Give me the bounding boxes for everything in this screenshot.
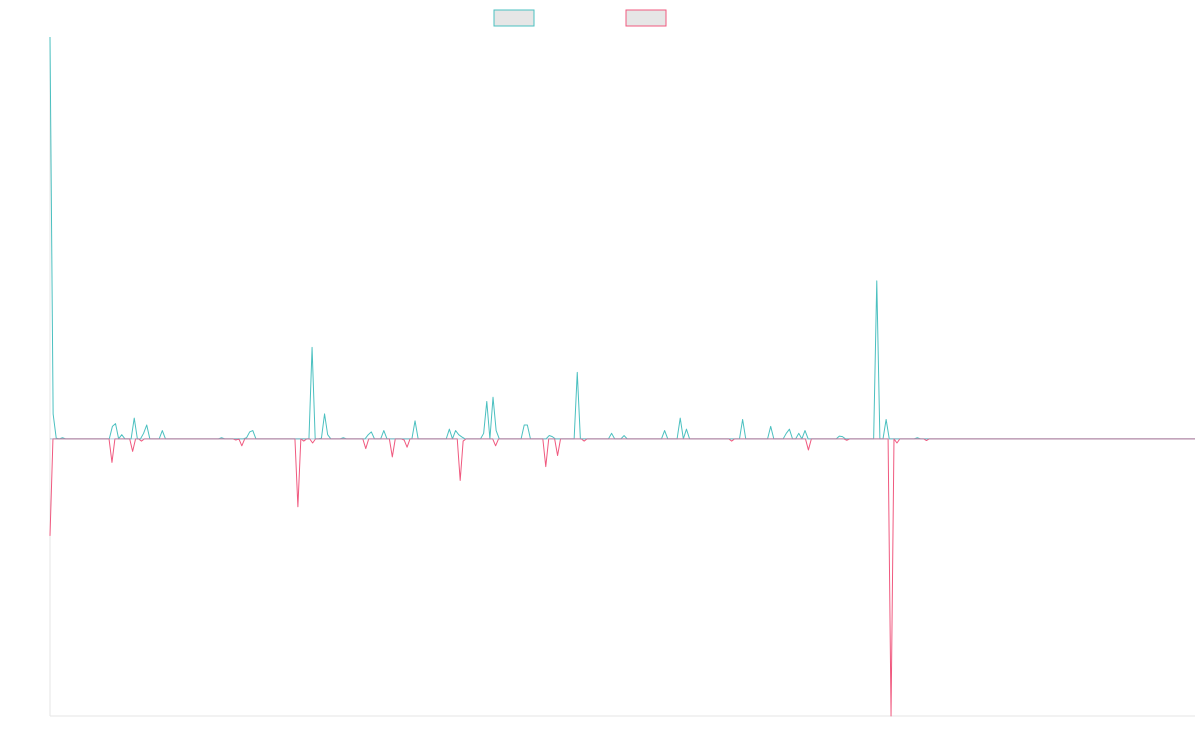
series-line-2 (49, 438, 1195, 717)
legend-item-2[interactable] (625, 9, 667, 27)
legend-swatch-2 (625, 9, 667, 27)
legend-swatch-1 (493, 9, 535, 27)
series-line-1 (49, 36, 1195, 440)
plot-area (49, 36, 1195, 717)
legend[interactable] (493, 9, 667, 27)
legend-item-1[interactable] (493, 9, 535, 27)
